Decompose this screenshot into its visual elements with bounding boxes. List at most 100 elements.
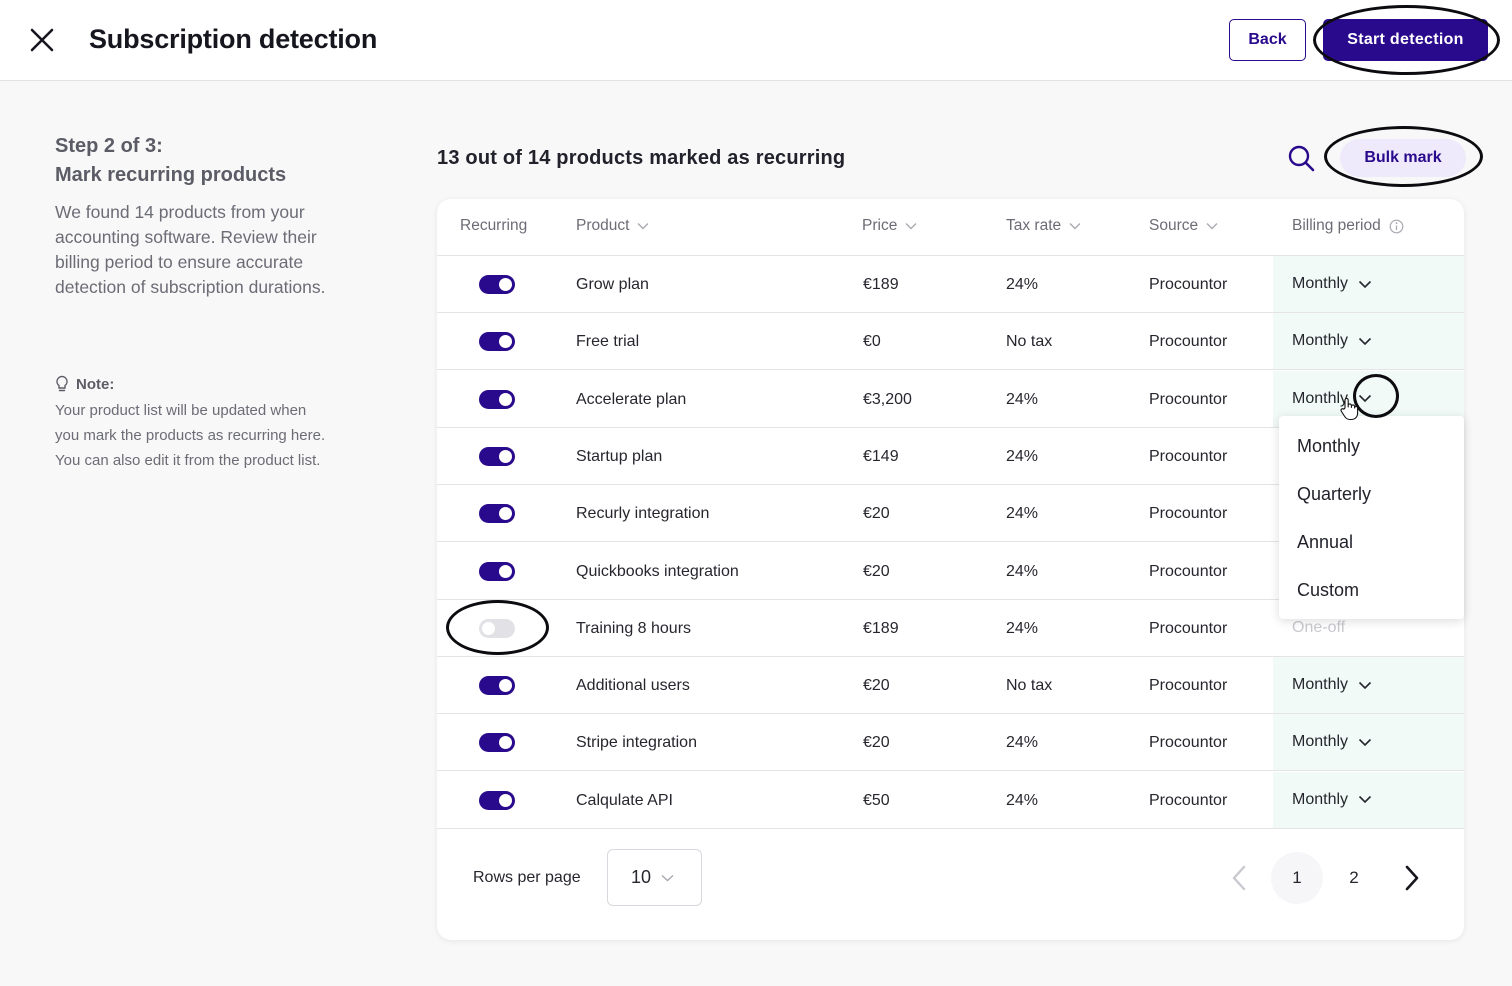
info-icon[interactable] (1389, 219, 1404, 234)
recurring-toggle[interactable] (479, 389, 515, 409)
product-name: Calqulate API (576, 791, 673, 809)
recurring-toggle[interactable] (479, 504, 515, 524)
billing-period-select[interactable]: Monthly (1273, 771, 1464, 828)
product-name: Additional users (576, 677, 690, 695)
table-row: Stripe integration €20 24% Procountor Monthl… (437, 714, 1464, 772)
column-source[interactable]: Source (1149, 217, 1218, 235)
bulk-mark-button[interactable]: Bulk mark (1340, 139, 1466, 177)
tax-rate-value: 24% (1006, 619, 1039, 637)
recurring-toggle[interactable] (479, 561, 515, 581)
search-icon[interactable] (1285, 142, 1317, 174)
page-1-button[interactable]: 1 (1271, 852, 1323, 904)
rows-per-page-label: Rows per page (473, 869, 581, 886)
table-row: Recurly integration €20 24% Procountor (437, 485, 1464, 543)
note-text: Your product list will be updated when y… (55, 402, 326, 469)
tax-rate-value: 24% (1006, 390, 1039, 408)
toggle-knob (499, 392, 512, 406)
source-value: Procountor (1149, 677, 1228, 695)
price-value: €20 (863, 677, 890, 695)
tax-rate-value: 24% (1006, 562, 1039, 580)
tax-rate-value: 24% (1006, 791, 1039, 809)
rows-per-page-select[interactable]: 10 (607, 849, 702, 906)
column-tax-rate[interactable]: Tax rate (1006, 217, 1081, 235)
toggle-knob (499, 507, 512, 521)
price-value: €0 (863, 333, 881, 351)
table-row: Calqulate API €50 24% Procountor Monthly (437, 771, 1464, 829)
chevron-down-icon (1358, 681, 1372, 689)
recurring-toggle[interactable] (479, 676, 515, 696)
source-value: Procountor (1149, 791, 1228, 809)
back-button[interactable]: Back (1229, 19, 1306, 61)
column-product[interactable]: Product (576, 217, 649, 235)
note-label: Note: (76, 375, 115, 393)
recurring-toggle[interactable] (479, 275, 515, 294)
tax-rate-value: 24% (1006, 447, 1039, 465)
tax-rate-value: No tax (1006, 677, 1053, 695)
chevron-down-icon (905, 223, 917, 230)
previous-page-icon[interactable] (1226, 864, 1254, 892)
chevron-down-icon (1358, 280, 1372, 288)
option-custom[interactable]: Custom (1297, 580, 1360, 600)
column-recurring: Recurring (460, 217, 528, 234)
product-name: Quickbooks integration (576, 562, 739, 580)
billing-period-value: Monthly (1292, 676, 1349, 694)
price-value: €189 (863, 619, 899, 637)
recurring-toggle[interactable] (479, 733, 515, 753)
chevron-down-icon (1069, 223, 1081, 230)
billing-period-value: Monthly (1292, 790, 1349, 808)
billing-period-select[interactable]: Monthly (1273, 256, 1464, 312)
toggle-knob (499, 564, 512, 578)
billing-period-value: Monthly (1292, 275, 1349, 292)
billing-period-select[interactable]: Monthly (1273, 714, 1464, 771)
option-monthly[interactable]: Monthly (1297, 436, 1361, 456)
next-page-icon[interactable] (1397, 864, 1425, 892)
close-icon[interactable] (26, 24, 58, 56)
option-quarterly[interactable]: Quarterly (1297, 484, 1372, 504)
lightbulb-icon (56, 375, 68, 392)
product-name: Recurly integration (576, 505, 710, 523)
table-row: Grow plan €189 24% Procountor Monthly (437, 256, 1464, 313)
price-value: €20 (863, 505, 890, 523)
chevron-down-icon (637, 223, 649, 230)
product-name: Training 8 hours (576, 619, 692, 637)
option-annual[interactable]: Annual (1297, 532, 1354, 552)
recurring-toggle[interactable] (479, 790, 515, 810)
billing-period-value: Monthly (1292, 389, 1349, 407)
step-name: Mark recurring products (55, 164, 287, 186)
column-price[interactable]: Price (862, 217, 917, 235)
source-value: Procountor (1149, 390, 1228, 408)
recurring-summary: 13 out of 14 products marked as recurrin… (437, 147, 846, 169)
product-name: Grow plan (576, 276, 649, 293)
recurring-toggle[interactable] (479, 332, 515, 352)
source-value: Procountor (1149, 619, 1228, 637)
price-value: €149 (863, 447, 899, 465)
toggle-knob (499, 335, 512, 349)
toggle-knob (482, 621, 495, 635)
recurring-toggle[interactable] (479, 618, 515, 638)
price-value: €50 (863, 791, 890, 809)
toggle-knob (499, 736, 512, 750)
billing-period-select[interactable]: Monthly (1273, 313, 1464, 370)
step-heading: Step 2 of 3: Mark recurring products (55, 132, 355, 190)
recurring-toggle[interactable] (479, 446, 515, 466)
product-name: Accelerate plan (576, 390, 687, 408)
toggle-knob (499, 679, 512, 693)
billing-period-value: Monthly (1292, 332, 1349, 350)
step-description: We found 14 products from your accountin… (55, 202, 326, 297)
top-bar: Subscription detection Back Start detect… (0, 0, 1512, 81)
billing-period-menu: Monthly Quarterly Annual Custom (1279, 416, 1464, 619)
billing-period-value: One-off (1292, 618, 1346, 636)
chevron-down-icon (1358, 796, 1372, 804)
source-value: Procountor (1149, 447, 1228, 465)
chevron-down-icon (1358, 738, 1372, 747)
product-name: Free trial (576, 333, 640, 351)
start-detection-button[interactable]: Start detection (1323, 19, 1488, 61)
billing-period-select[interactable]: Monthly (1273, 657, 1464, 714)
column-billing-period: Billing period (1292, 217, 1404, 235)
table-row: Free trial €0 No tax Procountor Monthly (437, 313, 1464, 371)
chevron-down-icon (1358, 337, 1372, 345)
page-title: Subscription detection (89, 24, 378, 54)
page-2-button[interactable]: 2 (1349, 868, 1359, 887)
source-value: Procountor (1149, 333, 1228, 351)
toggle-knob (499, 449, 512, 463)
